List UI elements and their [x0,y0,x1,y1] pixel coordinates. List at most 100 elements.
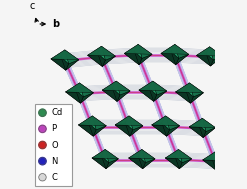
Polygon shape [152,123,166,136]
Text: N: N [51,157,58,166]
Polygon shape [129,156,143,169]
Polygon shape [165,156,179,169]
Polygon shape [66,60,79,70]
FancyBboxPatch shape [35,104,72,186]
Polygon shape [189,127,216,138]
Polygon shape [106,159,118,169]
Polygon shape [138,149,145,163]
Polygon shape [88,53,102,67]
Polygon shape [88,123,96,136]
Polygon shape [152,116,180,126]
Polygon shape [190,93,204,103]
Polygon shape [165,149,179,158]
Polygon shape [124,51,139,65]
Polygon shape [117,91,130,101]
Polygon shape [129,158,155,169]
Polygon shape [129,116,143,130]
Polygon shape [203,158,216,170]
Polygon shape [166,126,180,136]
Polygon shape [152,116,166,125]
Polygon shape [134,51,142,65]
Polygon shape [149,81,157,95]
Text: C: C [51,173,57,182]
Polygon shape [175,44,189,58]
Polygon shape [112,81,120,95]
Text: b: b [52,19,59,29]
Polygon shape [189,118,202,127]
Polygon shape [134,44,142,58]
Polygon shape [199,118,206,132]
Polygon shape [139,88,154,101]
Polygon shape [206,47,213,60]
Polygon shape [176,83,204,93]
Polygon shape [102,156,109,169]
Polygon shape [92,149,105,158]
Polygon shape [88,116,96,130]
Polygon shape [206,53,213,66]
Polygon shape [161,51,176,65]
Polygon shape [152,125,180,136]
Polygon shape [88,46,115,56]
Polygon shape [65,90,80,103]
Polygon shape [176,92,204,103]
Polygon shape [203,152,215,160]
Polygon shape [154,91,167,101]
Polygon shape [125,123,133,136]
Polygon shape [161,44,175,53]
Polygon shape [92,116,106,130]
Polygon shape [186,83,193,97]
Text: P: P [51,124,56,133]
Polygon shape [165,158,192,169]
Polygon shape [115,123,130,136]
Polygon shape [130,126,143,136]
Circle shape [39,141,46,149]
Polygon shape [161,44,189,54]
Polygon shape [186,90,193,103]
Polygon shape [78,125,106,136]
Circle shape [39,174,46,181]
Polygon shape [175,156,182,169]
Polygon shape [124,44,152,54]
Polygon shape [102,81,116,90]
Polygon shape [102,81,130,91]
Polygon shape [65,92,93,103]
Polygon shape [102,90,130,101]
Polygon shape [105,149,118,163]
Circle shape [39,109,46,116]
Polygon shape [51,57,66,70]
Polygon shape [102,56,115,67]
Polygon shape [165,149,192,159]
Polygon shape [93,126,106,136]
Polygon shape [176,54,189,65]
Polygon shape [210,47,223,60]
Polygon shape [166,116,180,130]
Polygon shape [189,83,204,97]
Polygon shape [124,44,138,53]
Polygon shape [88,46,102,55]
Polygon shape [124,53,152,65]
Polygon shape [125,116,133,130]
Polygon shape [51,50,65,59]
Polygon shape [98,53,105,67]
Text: O: O [51,140,58,149]
Polygon shape [80,93,93,103]
Polygon shape [78,116,92,125]
Polygon shape [61,50,69,64]
Polygon shape [143,159,155,169]
Polygon shape [92,156,106,169]
Polygon shape [129,149,142,158]
Polygon shape [98,46,105,60]
Polygon shape [115,116,129,125]
Polygon shape [203,152,228,161]
Polygon shape [115,125,143,136]
Text: c: c [29,1,35,11]
Polygon shape [179,159,192,169]
Polygon shape [51,59,79,70]
Polygon shape [76,83,83,97]
Polygon shape [202,118,216,132]
Polygon shape [176,83,189,92]
Polygon shape [139,90,167,101]
Polygon shape [92,149,118,159]
Polygon shape [115,116,143,126]
Polygon shape [162,116,169,130]
